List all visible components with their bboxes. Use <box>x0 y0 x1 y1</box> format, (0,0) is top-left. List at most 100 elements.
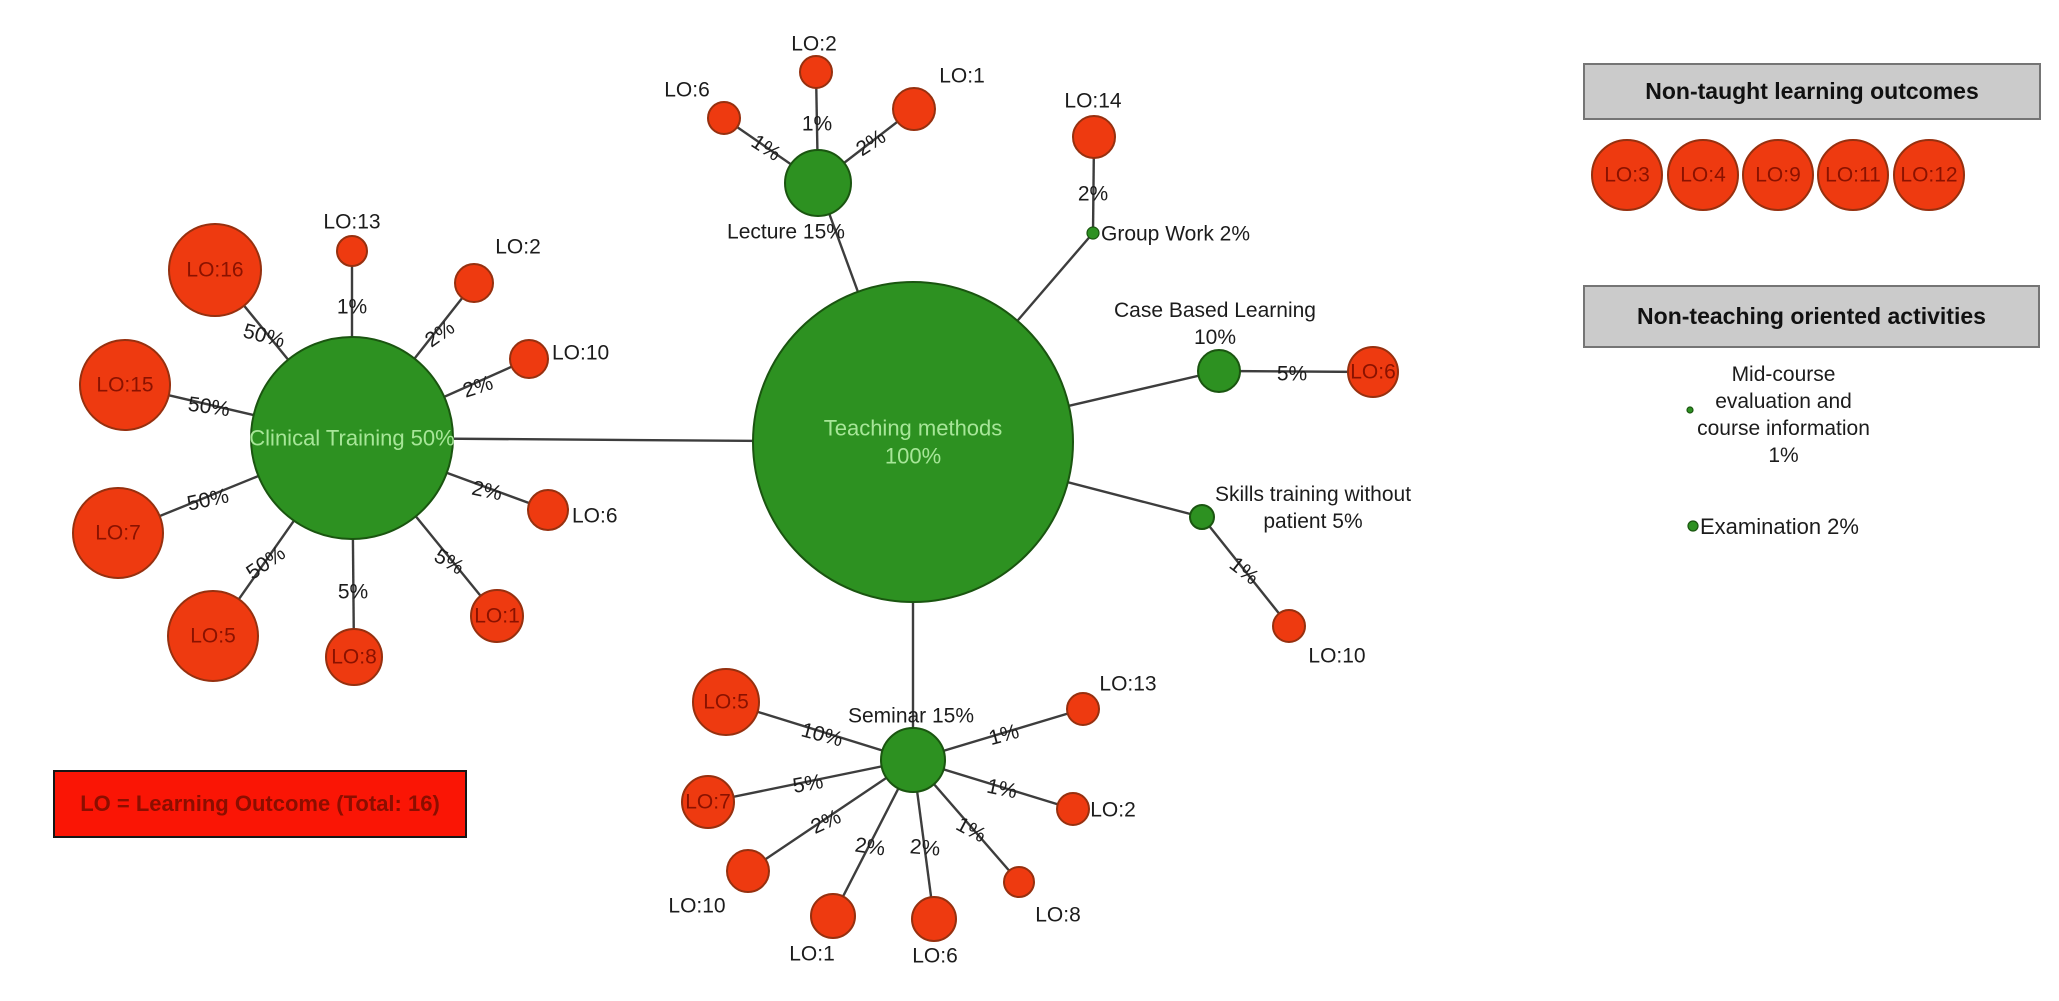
label-casebased: Case Based Learning <box>1114 299 1316 322</box>
legend-box: LO = Learning Outcome (Total: 16) <box>53 770 467 838</box>
node-groupwork <box>1086 226 1100 240</box>
edge-seminar-se10 <box>747 759 914 872</box>
label-teaching: Teaching methods <box>824 416 1003 441</box>
node-teaching <box>752 281 1074 603</box>
node-c1 <box>470 589 524 643</box>
label-l6: LO:6 <box>664 79 710 102</box>
label-lecture: Lecture 15% <box>727 221 845 244</box>
label-n3: LO:3 <box>1604 164 1650 187</box>
node-midcourse-dot <box>1686 406 1694 414</box>
node-c7 <box>72 487 164 579</box>
midcourse-line-3: course information <box>1697 417 1870 440</box>
label-se13: LO:13 <box>1099 673 1156 696</box>
node-c15 <box>79 339 171 431</box>
node-n4 <box>1667 139 1739 211</box>
label-c1: LO:1 <box>474 605 520 628</box>
node-se5 <box>692 668 760 736</box>
edge-label-skills-s10: 1% <box>1225 553 1263 590</box>
non-taught-outcomes-header: Non-taught learning outcomes <box>1583 63 2041 120</box>
node-l2 <box>799 55 833 89</box>
label-se10: LO:10 <box>668 895 725 918</box>
edge-seminar-se7 <box>707 758 914 804</box>
label-n12: LO:12 <box>1900 164 1957 187</box>
edge-skills-s10 <box>1201 516 1290 627</box>
label-c10: LO:10 <box>552 342 609 365</box>
label-l1: LO:1 <box>939 65 985 88</box>
node-se8 <box>1003 866 1035 898</box>
node-se13 <box>1066 692 1100 726</box>
label-c16: LO:16 <box>186 259 243 282</box>
label-casebased: 10% <box>1194 326 1236 349</box>
node-c8 <box>325 628 383 686</box>
edge-label-seminar-se2: 1% <box>985 775 1019 804</box>
node-g14 <box>1072 115 1116 159</box>
label-se5: LO:5 <box>703 691 749 714</box>
edge-label-casebased-cb6: 5% <box>1277 363 1307 386</box>
label-c7: LO:7 <box>95 522 141 545</box>
edge-label-seminar-se7: 5% <box>791 770 825 798</box>
label-se1: LO:1 <box>789 943 835 966</box>
label-s10: LO:10 <box>1308 645 1365 668</box>
edge-label-clinical-c6: 2% <box>470 477 504 506</box>
label-se8: LO:8 <box>1035 904 1081 927</box>
node-cb6 <box>1347 346 1399 398</box>
edge-label-lecture-l6: 1% <box>747 130 785 166</box>
node-se1 <box>810 893 856 939</box>
label-seminar: Seminar 15% <box>848 705 974 728</box>
edge-label-clinical-c16: 50% <box>241 319 288 352</box>
node-se2 <box>1056 792 1090 826</box>
edge-label-seminar-se5: 10% <box>799 718 846 751</box>
edge-label-clinical-c13: 1% <box>337 296 367 319</box>
node-n11 <box>1817 139 1889 211</box>
node-c10 <box>509 339 549 379</box>
label-cb6: LO:6 <box>1350 361 1396 384</box>
label-groupwork: Group Work 2% <box>1101 223 1250 246</box>
label-clinical: Clinical Training 50% <box>249 426 454 451</box>
edge-label-seminar-se6: 2% <box>909 835 941 861</box>
label-c8: LO:8 <box>331 646 377 669</box>
non-teaching-activities-title: Non-teaching oriented activities <box>1637 303 1986 329</box>
node-c2 <box>454 263 494 303</box>
examination-label: Examination 2% <box>1700 514 1859 539</box>
node-examination-dot <box>1687 520 1699 532</box>
node-casebased <box>1197 349 1241 393</box>
node-se7 <box>681 775 735 829</box>
node-se6 <box>911 896 957 942</box>
edge-label-clinical-c7: 50% <box>185 484 231 515</box>
midcourse-line-4: 1% <box>1768 444 1799 467</box>
edge-label-seminar-se1: 2% <box>853 833 886 860</box>
label-c5: LO:5 <box>190 625 236 648</box>
label-n11: LO:11 <box>1825 164 1881 187</box>
midcourse-line-2: evaluation and <box>1715 390 1852 413</box>
node-c13 <box>336 235 368 267</box>
label-g14: LO:14 <box>1064 90 1122 113</box>
edge-label-lecture-l2: 1% <box>802 113 832 136</box>
node-lecture <box>784 149 852 217</box>
node-n3 <box>1591 139 1663 211</box>
label-teaching: 100% <box>885 444 941 469</box>
label-skills: patient 5% <box>1263 510 1362 533</box>
label-c2: LO:2 <box>495 236 541 259</box>
edge-label-clinical-c8: 5% <box>338 581 368 604</box>
non-taught-outcomes-title: Non-taught learning outcomes <box>1645 78 1979 104</box>
node-skills <box>1189 504 1215 530</box>
label-skills: Skills training without <box>1215 483 1411 506</box>
node-n12 <box>1893 139 1965 211</box>
midcourse-line-1: Mid-course <box>1731 363 1836 386</box>
edge-label-clinical-c5: 50% <box>242 542 290 585</box>
label-c15: LO:15 <box>96 374 153 397</box>
label-se6: LO:6 <box>912 945 958 968</box>
node-seminar <box>880 727 946 793</box>
label-se2: LO:2 <box>1090 799 1136 822</box>
edge-label-groupwork-g14: 2% <box>1078 183 1108 206</box>
node-s10 <box>1272 609 1306 643</box>
label-c13: LO:13 <box>323 211 380 234</box>
node-l1 <box>892 87 936 131</box>
node-clinical <box>250 336 454 540</box>
edge-label-clinical-c15: 50% <box>187 393 232 422</box>
node-se10 <box>726 849 770 893</box>
node-c6 <box>527 489 569 531</box>
label-se7: LO:7 <box>685 791 731 814</box>
